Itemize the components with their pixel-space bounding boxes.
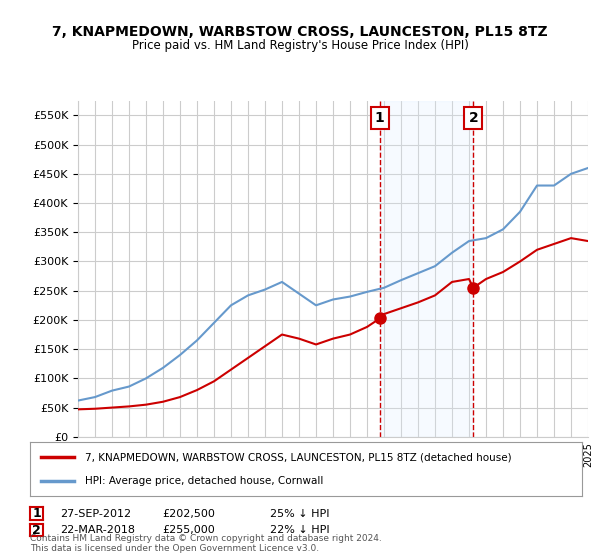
Bar <box>380 101 473 437</box>
Text: £255,000: £255,000 <box>162 525 215 535</box>
Text: 25% ↓ HPI: 25% ↓ HPI <box>270 508 329 519</box>
Text: 2: 2 <box>469 111 478 125</box>
Text: Price paid vs. HM Land Registry's House Price Index (HPI): Price paid vs. HM Land Registry's House … <box>131 39 469 52</box>
Text: 1: 1 <box>32 507 41 520</box>
Text: 27-SEP-2012: 27-SEP-2012 <box>60 508 131 519</box>
Text: 1: 1 <box>375 111 385 125</box>
Text: 22% ↓ HPI: 22% ↓ HPI <box>270 525 329 535</box>
Text: 7, KNAPMEDOWN, WARBSTOW CROSS, LAUNCESTON, PL15 8TZ (detached house): 7, KNAPMEDOWN, WARBSTOW CROSS, LAUNCESTO… <box>85 452 512 463</box>
Text: Contains HM Land Registry data © Crown copyright and database right 2024.
This d: Contains HM Land Registry data © Crown c… <box>30 534 382 553</box>
Text: 7, KNAPMEDOWN, WARBSTOW CROSS, LAUNCESTON, PL15 8TZ: 7, KNAPMEDOWN, WARBSTOW CROSS, LAUNCESTO… <box>52 25 548 39</box>
Text: HPI: Average price, detached house, Cornwall: HPI: Average price, detached house, Corn… <box>85 475 323 486</box>
Text: £202,500: £202,500 <box>162 508 215 519</box>
Text: 22-MAR-2018: 22-MAR-2018 <box>60 525 135 535</box>
Text: 2: 2 <box>32 524 41 537</box>
